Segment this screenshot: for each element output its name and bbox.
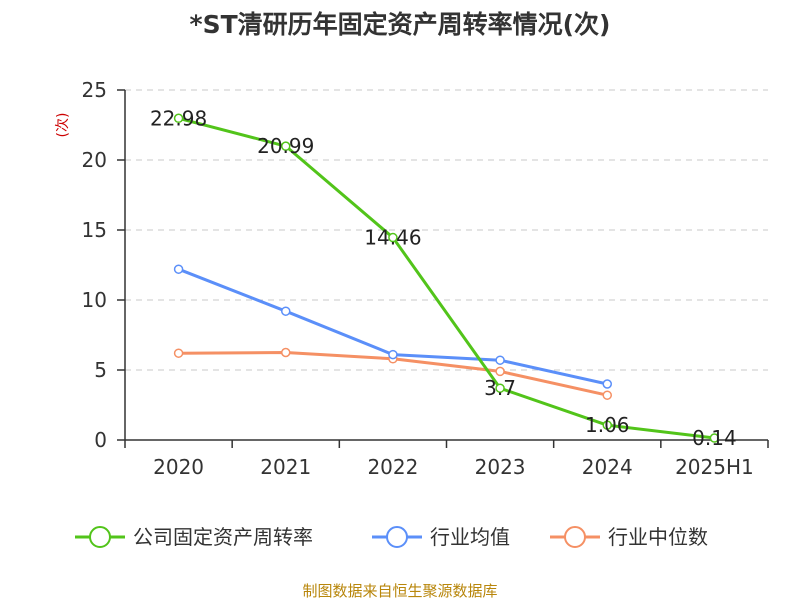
axes: 0 5 10 15 20 25 2020 2021 2022 2023 2024 2025H1 [82,78,769,479]
y-tick-label: 25 [82,78,107,102]
legend-marker [386,526,408,548]
y-axis-label: (次) [55,113,71,138]
y-tick-label: 5 [94,358,107,382]
data-point [173,264,184,274]
data-labels: 22.98 20.99 14.46 3.7 1.06 0.14 [150,106,737,450]
x-tick-label: 2025H1 [675,455,754,479]
x-tick-label: 2024 [582,455,633,479]
x-tick-label: 2022 [367,455,418,479]
legend-marker [89,526,111,548]
data-label: 14.46 [364,226,421,250]
y-tick-label: 15 [82,218,107,242]
legend-label: 公司固定资产周转率 [133,525,313,549]
grid-lines [125,89,768,371]
y-tick-label: 0 [94,428,107,452]
data-point [173,348,184,358]
data-point [602,379,612,389]
data-point [281,306,291,316]
x-tick-label: 2023 [475,455,526,479]
data-label: 1.06 [585,413,630,437]
data-point [388,349,398,360]
data-point [495,355,505,365]
data-point [173,113,184,124]
data-point [495,383,505,393]
series-line [178,267,608,386]
data-label: 0.14 [692,426,737,450]
data-point [495,366,505,377]
source-note: 制图数据来自恒生聚源数据库 [302,582,497,600]
data-label: 22.98 [150,106,207,130]
data-point [709,433,720,443]
data-point [602,390,612,400]
legend-label: 行业均值 [430,525,510,549]
data-point [281,141,291,151]
y-tick-label: 10 [82,288,107,312]
x-tick-label: 2020 [153,455,204,479]
x-tick-label: 2021 [260,455,311,479]
data-point [281,347,291,358]
y-tick-label: 20 [82,148,107,172]
series-line [178,116,715,440]
data-point [388,232,398,243]
series-layer [173,113,720,443]
data-label: 3.7 [484,376,516,400]
data-label: 20.99 [257,134,314,158]
data-point [602,420,612,430]
chart-title: *ST清研历年固定资产周转率情况(次) [190,10,611,39]
legend-label: 行业中位数 [608,525,708,549]
legend-marker [564,526,586,548]
legend: 公司固定资产周转率 行业均值 行业中位数 [75,525,708,549]
